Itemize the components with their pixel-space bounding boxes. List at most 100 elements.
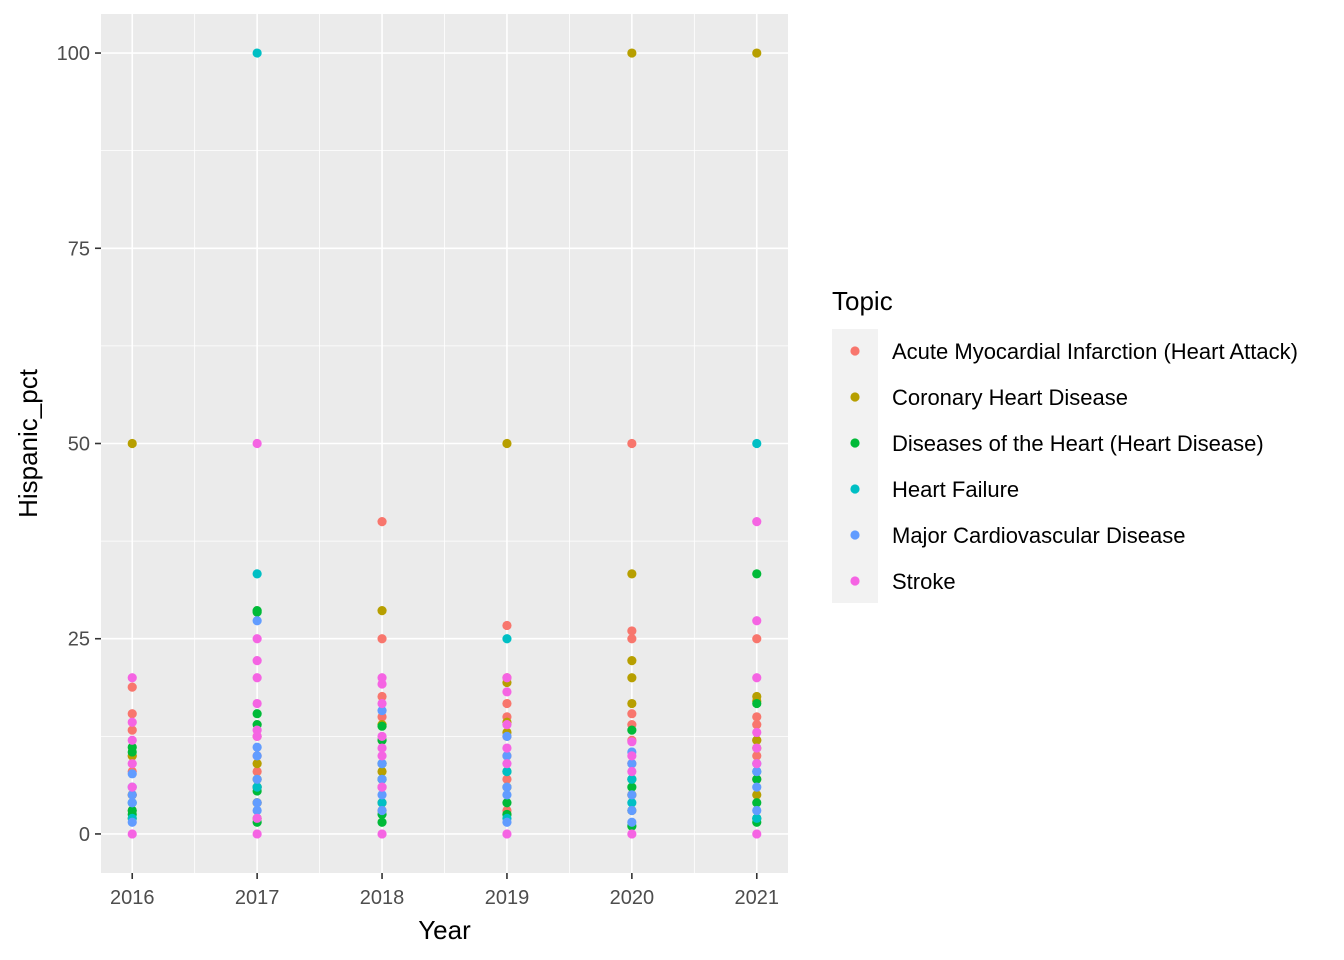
y-axis: 0 25 50 75 100 bbox=[57, 43, 101, 846]
x-axis-title: Year bbox=[418, 915, 471, 945]
data-point bbox=[252, 759, 262, 769]
data-point bbox=[502, 731, 512, 741]
legend-title: Topic bbox=[832, 286, 893, 316]
data-point bbox=[377, 743, 387, 753]
data-point bbox=[377, 759, 387, 769]
y-tick-label: 75 bbox=[68, 238, 90, 260]
data-point bbox=[252, 731, 262, 741]
legend-label: Coronary Heart Disease bbox=[892, 385, 1128, 410]
x-tick-label: 2021 bbox=[735, 887, 780, 909]
data-point bbox=[752, 712, 762, 722]
data-point bbox=[127, 709, 137, 719]
x-tick-label: 2019 bbox=[485, 887, 530, 909]
data-point bbox=[127, 438, 137, 449]
data-point bbox=[252, 438, 262, 449]
data-point bbox=[377, 634, 387, 644]
data-point bbox=[127, 829, 137, 839]
data-point bbox=[502, 759, 512, 769]
data-point bbox=[627, 782, 637, 792]
data-point bbox=[502, 798, 512, 808]
y-tick-label: 25 bbox=[68, 629, 90, 651]
data-point bbox=[377, 829, 387, 839]
data-point bbox=[252, 673, 262, 683]
data-point bbox=[377, 731, 387, 741]
data-point bbox=[752, 790, 762, 800]
data-point bbox=[627, 805, 637, 816]
data-point bbox=[377, 782, 387, 792]
data-point bbox=[502, 790, 512, 800]
data-point bbox=[127, 747, 137, 757]
data-point bbox=[127, 682, 137, 692]
data-point bbox=[127, 790, 137, 800]
data-point bbox=[252, 607, 262, 617]
data-point bbox=[752, 735, 762, 745]
data-point bbox=[377, 798, 387, 808]
data-point bbox=[377, 679, 387, 689]
data-point bbox=[252, 782, 262, 792]
data-point bbox=[752, 634, 762, 644]
data-point bbox=[252, 698, 262, 709]
data-point bbox=[627, 790, 637, 800]
data-point bbox=[752, 673, 762, 683]
y-axis-title: Hispanic_pct bbox=[13, 368, 43, 518]
data-point bbox=[502, 782, 512, 792]
series-5 bbox=[127, 438, 762, 839]
legend-key bbox=[850, 346, 860, 356]
data-point bbox=[252, 709, 262, 719]
x-axis: 2016 2017 2018 2019 2020 2021 bbox=[110, 873, 779, 909]
data-point bbox=[752, 48, 762, 58]
data-point bbox=[752, 798, 762, 808]
data-point bbox=[377, 698, 387, 709]
data-point bbox=[752, 774, 762, 784]
x-tick-label: 2020 bbox=[610, 887, 655, 909]
data-point bbox=[377, 516, 387, 527]
data-point bbox=[127, 673, 137, 683]
data-point bbox=[377, 766, 387, 777]
data-point bbox=[752, 727, 762, 738]
data-point bbox=[627, 751, 637, 761]
data-point bbox=[627, 655, 637, 666]
legend-label: Diseases of the Heart (Heart Disease) bbox=[892, 431, 1264, 456]
data-point bbox=[127, 759, 137, 769]
data-point bbox=[752, 698, 762, 709]
legend-item: Diseases of the Heart (Heart Disease) bbox=[850, 431, 1264, 456]
data-point bbox=[252, 829, 262, 839]
data-point bbox=[502, 829, 512, 839]
data-point bbox=[252, 48, 262, 58]
data-point bbox=[127, 725, 137, 735]
y-tick-label: 100 bbox=[57, 43, 90, 65]
data-point bbox=[627, 759, 637, 769]
data-point bbox=[377, 705, 387, 716]
legend-key bbox=[850, 576, 860, 586]
data-point bbox=[252, 569, 262, 579]
data-point bbox=[752, 516, 762, 527]
data-point bbox=[752, 782, 762, 792]
data-point bbox=[502, 438, 512, 449]
data-point bbox=[502, 634, 512, 644]
data-point bbox=[377, 751, 387, 761]
data-point bbox=[377, 817, 387, 827]
data-point bbox=[127, 769, 137, 779]
data-point bbox=[627, 673, 637, 683]
legend-item: Stroke bbox=[850, 569, 956, 594]
data-point bbox=[752, 569, 762, 579]
data-point bbox=[627, 438, 637, 449]
data-point bbox=[627, 766, 637, 777]
data-point bbox=[252, 813, 262, 823]
data-point bbox=[377, 774, 387, 784]
data-point bbox=[752, 720, 762, 730]
y-tick-label: 50 bbox=[68, 434, 90, 456]
data-point bbox=[252, 655, 262, 666]
data-point bbox=[502, 620, 512, 631]
data-point bbox=[752, 813, 762, 823]
data-point bbox=[127, 782, 137, 792]
data-point bbox=[752, 829, 762, 839]
data-point bbox=[377, 721, 387, 731]
data-point bbox=[252, 616, 262, 626]
data-point bbox=[627, 698, 637, 709]
data-points bbox=[127, 48, 762, 839]
legend-item: Heart Failure bbox=[850, 477, 1019, 502]
data-point bbox=[752, 759, 762, 769]
x-tick-label: 2018 bbox=[360, 887, 405, 909]
